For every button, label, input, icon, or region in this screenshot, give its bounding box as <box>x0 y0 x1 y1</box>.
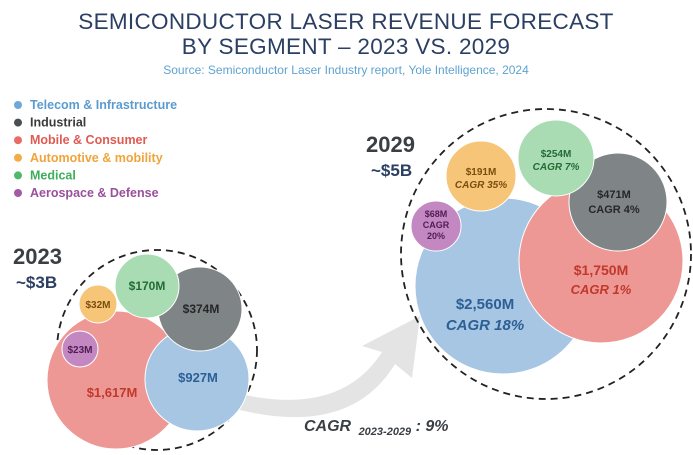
boundary-2029 <box>400 108 692 400</box>
bubble-2023-medical[interactable] <box>114 253 180 319</box>
total-2023: ~$3B <box>16 273 57 292</box>
label-2023-industrial: $374M <box>183 302 220 316</box>
legend-dot-industrial <box>14 118 22 127</box>
cagr-2029-medical: CAGR 7% <box>533 162 580 173</box>
cagr-2029-aerospace-line1: CAGR <box>423 220 450 230</box>
group-2029: $2,560M CAGR 18% $1,750M CAGR 1% $471M C… <box>366 108 692 400</box>
overall-cagr: CAGR 2023-2029 : 9% <box>304 418 449 439</box>
label-2029-medical: $254M <box>541 149 572 160</box>
bubble-2029-industrial[interactable] <box>568 152 668 252</box>
label-2029-mobile: $1,750M <box>574 262 628 278</box>
chart-source: Source: Semiconductor Laser Industry rep… <box>163 63 529 77</box>
growth-arrow <box>236 316 420 418</box>
bubble-2029-aerospace[interactable] <box>410 200 462 252</box>
label-2023-telecom: $927M <box>178 370 218 385</box>
legend-dot-mobile <box>14 136 22 145</box>
label-2029-automotive: $191M <box>466 167 497 178</box>
legend-dot-aerospace <box>14 189 22 197</box>
year-2023: 2023 <box>13 244 62 269</box>
total-2029: ~$5B <box>371 161 412 180</box>
bubble-2029-medical[interactable] <box>517 119 595 197</box>
legend-label-industrial: Industrial <box>30 116 86 130</box>
overall-cagr-period: 2023-2029 <box>358 426 412 438</box>
overall-cagr-label: CAGR <box>304 418 352 435</box>
label-2023-medical: $170M <box>129 279 166 293</box>
bubble-2023-aerospace[interactable] <box>61 330 99 368</box>
legend-label-telecom: Telecom & Infrastructure <box>30 98 177 112</box>
group-2023: $1,617M $927M $374M $170M $32M $23M 2023… <box>13 244 258 451</box>
cagr-2029-aerospace-line2: 20% <box>427 231 445 241</box>
year-2029: 2029 <box>366 132 415 157</box>
cagr-2029-mobile: CAGR 1% <box>571 282 632 297</box>
legend-dot-automotive <box>14 153 22 162</box>
legend-dot-medical <box>14 171 22 180</box>
legend-label-aerospace: Aerospace & Defense <box>30 186 159 200</box>
label-2023-mobile: $1,617M <box>87 385 138 400</box>
overall-cagr-value: : 9% <box>416 418 449 435</box>
label-2023-automotive: $32M <box>85 300 110 311</box>
legend-label-mobile: Mobile & Consumer <box>30 133 148 147</box>
legend-label-automotive: Automotive & mobility <box>30 151 163 165</box>
label-2029-aerospace: $68M <box>425 209 448 219</box>
cagr-2029-automotive: CAGR 35% <box>455 180 507 191</box>
legend-dot-telecom <box>14 101 22 109</box>
bubble-2023-automotive[interactable] <box>78 284 118 324</box>
label-2029-industrial: $471M <box>597 189 631 201</box>
bubble-2029-automotive[interactable] <box>445 140 517 212</box>
chart-title-line2: BY SEGMENT – 2023 VS. 2029 <box>182 34 510 59</box>
legend: Telecom & Infrastructure Industrial Mobile… <box>14 98 177 200</box>
cagr-2029-telecom: CAGR 18% <box>446 317 524 334</box>
chart-title-line1: SEMICONDUCTOR LASER REVENUE FORECAST <box>78 9 613 34</box>
label-2029-telecom: $2,560M <box>456 296 514 313</box>
label-2023-aerospace: $23M <box>67 345 92 356</box>
cagr-2029-industrial: CAGR 4% <box>588 204 640 216</box>
legend-label-medical: Medical <box>30 168 76 182</box>
